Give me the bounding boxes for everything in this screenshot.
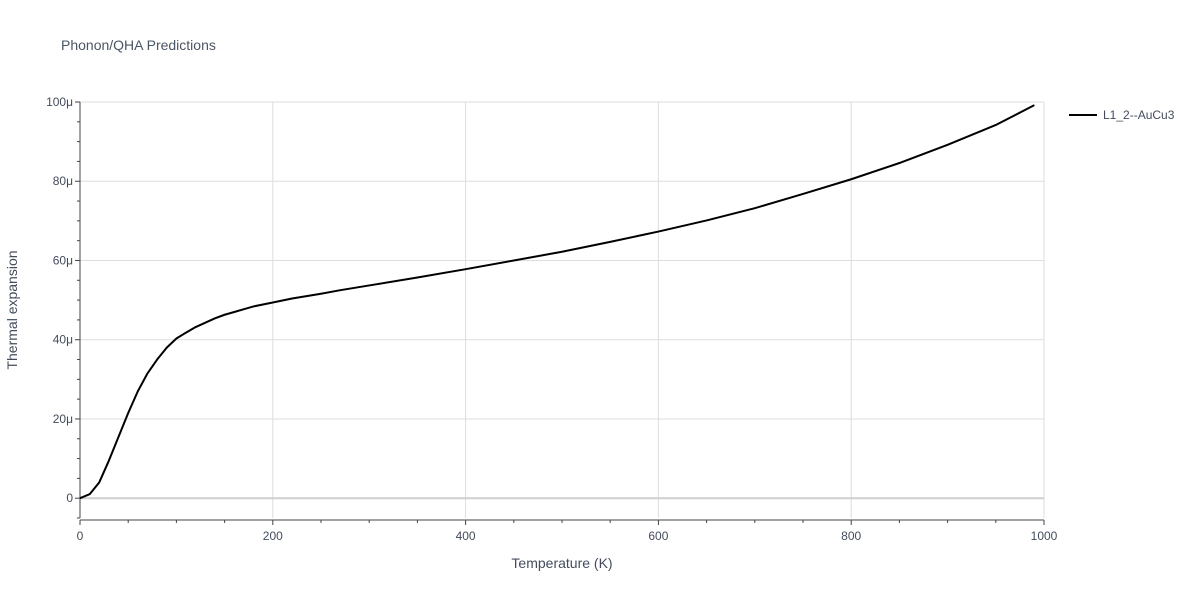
series-line: [79, 104, 1035, 500]
x-tick-label: 0: [77, 529, 84, 543]
x-tick-label: 1000: [1031, 529, 1058, 543]
x-tick-label: 200: [263, 529, 283, 543]
series-layer: [79, 104, 1035, 500]
legend-label: L1_2--AuCu3: [1103, 108, 1175, 122]
axis-layer: 0 200 400 600 800 1000 0 20μ 40μ 60μ 80μ 100μ: [46, 95, 1058, 543]
y-tick-label: 60μ: [53, 253, 73, 267]
y-tick-label: 100μ: [46, 95, 73, 109]
x-axis-title: Temperature (K): [511, 555, 612, 571]
y-tick-label: 40μ: [53, 333, 73, 347]
y-tick-label: 80μ: [53, 174, 73, 188]
legend[interactable]: L1_2--AuCu3: [1069, 108, 1175, 122]
grid-layer: [79, 101, 1045, 518]
chart-title: Phonon/QHA Predictions: [61, 37, 216, 53]
x-tick-label: 400: [456, 529, 476, 543]
y-axis-title: Thermal expansion: [4, 250, 20, 369]
y-tick-label: 20μ: [53, 412, 73, 426]
y-tick-label: 0: [66, 491, 73, 505]
x-tick-label: 600: [648, 529, 668, 543]
x-tick-label: 800: [841, 529, 861, 543]
